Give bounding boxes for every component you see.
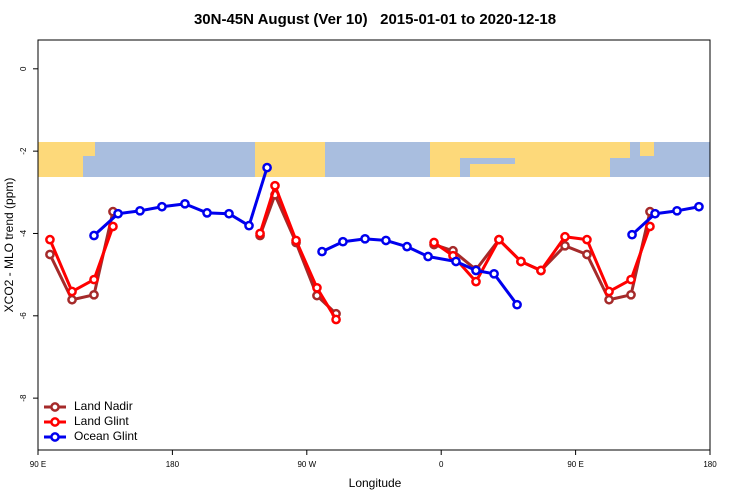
y-tick-label: -4 (19, 229, 28, 237)
data-point (331, 314, 341, 325)
data-point (423, 251, 433, 262)
data-point (516, 256, 526, 267)
data-point (471, 276, 481, 287)
y-tick-label: -6 (19, 312, 28, 320)
data-point (113, 208, 123, 219)
data-point (45, 249, 55, 260)
data-point (338, 236, 348, 247)
x-tick-label: 0 (439, 460, 444, 469)
data-point (360, 233, 370, 244)
x-axis-label: Longitude (349, 476, 402, 490)
data-point (560, 231, 570, 242)
data-point (157, 201, 167, 212)
x-tick-label: 90 E (567, 460, 583, 469)
y-axis-label: XCO2 - MLO trend (ppm) (2, 178, 16, 313)
data-point (451, 256, 461, 267)
data-point (89, 289, 99, 300)
x-tick-label: 90 W (297, 460, 316, 469)
y-tick-label: -8 (19, 394, 28, 402)
data-point (89, 230, 99, 241)
data-point (381, 235, 391, 246)
data-point (312, 282, 322, 293)
x-tick-label: 180 (166, 460, 180, 469)
data-point (582, 234, 592, 245)
plot-frame (37, 39, 711, 451)
data-point (202, 208, 212, 218)
data-point (135, 205, 145, 216)
legend-marker (50, 417, 60, 427)
data-point (291, 235, 301, 246)
data-point (582, 249, 592, 260)
data-point (67, 286, 77, 297)
data-point (89, 274, 99, 285)
data-point (224, 208, 234, 219)
y-tick-label: 0 (19, 66, 28, 71)
legend-label: Ocean Glint (74, 429, 138, 443)
x-tick-label: 90 E (30, 460, 46, 469)
legend-marker (50, 402, 60, 412)
legend-label: Land Glint (74, 414, 129, 428)
data-point (489, 268, 499, 279)
data-point (626, 274, 636, 285)
data-point (694, 201, 704, 212)
map-band (38, 142, 710, 177)
chart-title: 30N-45N August (Ver 10) 2015-01-01 to 20… (194, 11, 556, 28)
data-point (108, 221, 118, 232)
y-tick-label: -2 (19, 147, 28, 155)
data-point (626, 289, 636, 300)
data-point (45, 234, 55, 245)
data-point (244, 220, 254, 231)
data-point (645, 221, 655, 232)
data-point (627, 229, 637, 240)
data-point (650, 208, 660, 219)
series-line (92, 167, 700, 306)
data-point (317, 246, 327, 257)
data-point (429, 237, 439, 248)
data-point (255, 228, 265, 239)
x-tick-label: 180 (703, 460, 717, 469)
data-point (67, 294, 77, 305)
legend-label: Land Nadir (74, 399, 133, 413)
data-point (672, 205, 682, 216)
data-point (471, 265, 481, 276)
data-point (512, 299, 522, 310)
data-point (262, 162, 272, 173)
data-point (604, 286, 614, 297)
data-point (494, 234, 504, 245)
legend-marker (50, 432, 60, 442)
data-point (560, 240, 570, 251)
data-point (604, 294, 614, 305)
data-point (536, 265, 546, 276)
data-point (180, 198, 190, 209)
data-point (270, 180, 280, 191)
data-point (402, 241, 412, 252)
